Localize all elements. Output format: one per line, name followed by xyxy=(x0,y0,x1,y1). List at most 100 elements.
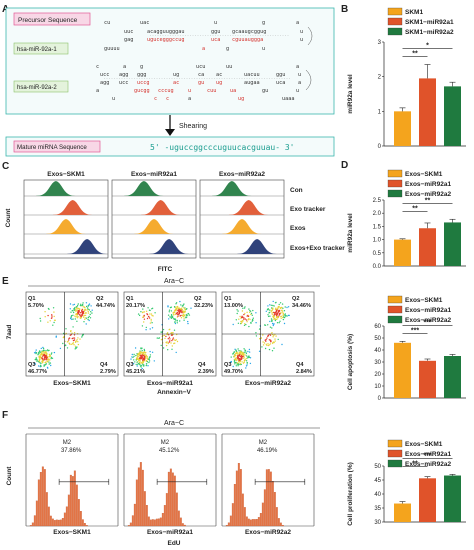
e-cell-dot xyxy=(288,314,290,317)
e-cell-dot xyxy=(81,336,83,338)
e-cell-dot xyxy=(170,342,172,344)
c-row-label: Con xyxy=(290,187,303,194)
f-histogram-bar xyxy=(239,469,242,527)
f-histogram-bar xyxy=(55,519,58,527)
e-cell-dot xyxy=(175,312,178,314)
f-histogram-bar xyxy=(227,522,230,527)
e-cell-dot xyxy=(55,336,57,338)
e-quadrant-value: 20.17% xyxy=(126,303,145,309)
c-histogram-peak xyxy=(228,200,269,215)
e-cell-dot xyxy=(77,303,80,305)
legend-swatch xyxy=(387,7,403,16)
e-cell-dot xyxy=(241,310,244,312)
e-quadrant-label: Q2 xyxy=(292,296,299,302)
e-cell-dot xyxy=(182,311,184,313)
f-histogram-bar xyxy=(147,516,150,527)
e-cell-dot xyxy=(270,318,273,320)
e-cell-dot xyxy=(267,344,270,347)
e-cell-dot xyxy=(78,312,80,314)
y-tick-label: 2.0 xyxy=(373,211,382,217)
h2-text: ucc xyxy=(119,80,128,86)
e-cell-dot xyxy=(81,335,84,337)
c-histogram-peak xyxy=(67,239,107,254)
e-cell-dot xyxy=(271,313,273,315)
f-histogram-bar xyxy=(153,519,156,527)
e-cell-dot xyxy=(282,311,284,313)
mature-title-box xyxy=(13,140,101,153)
e-cell-dot xyxy=(283,316,286,319)
f-histogram-bar xyxy=(169,468,172,527)
precursor-title-box xyxy=(13,12,91,26)
e-cell-dot xyxy=(258,350,261,352)
h1-text: u xyxy=(300,37,303,43)
e-cell-dot xyxy=(179,300,181,303)
e-cell-dot xyxy=(284,306,286,308)
e-cell-dot xyxy=(77,310,80,312)
e-cell-dot xyxy=(40,353,42,355)
e-cell-dot xyxy=(147,365,149,367)
e-cell-dot xyxy=(85,305,88,308)
e-cell-dot xyxy=(267,305,269,307)
e-cell-dot xyxy=(250,312,253,315)
e-cell-dot xyxy=(180,317,183,319)
e-cell-dot xyxy=(181,312,183,314)
h2-text: u xyxy=(298,72,301,78)
h1-text: uca xyxy=(211,37,220,43)
e-cell-dot xyxy=(151,308,153,310)
e-cell-dot xyxy=(150,318,152,321)
e-cell-dot xyxy=(147,316,150,318)
f-histogram-bar xyxy=(31,522,34,527)
e-cell-dot xyxy=(230,356,232,358)
e-cell-dot xyxy=(277,317,279,319)
e-cell-dot xyxy=(248,355,250,357)
h2-text: a xyxy=(188,96,191,102)
e-cell-dot xyxy=(41,353,43,356)
e-cell-dot xyxy=(74,348,76,350)
e-quadrant-label: Q2 xyxy=(96,296,103,302)
e-cell-dot xyxy=(35,359,37,361)
legend-label: Exos−SKM1 xyxy=(405,441,443,448)
e-cell-dot xyxy=(269,304,271,306)
e-cell-dot xyxy=(177,309,179,311)
e-cell-dot xyxy=(235,319,237,321)
f-histogram-bar xyxy=(181,523,184,527)
e-cell-dot xyxy=(279,302,282,304)
bar xyxy=(444,86,461,146)
e-cell-dot xyxy=(72,343,74,345)
e-cell-dot xyxy=(239,360,242,362)
e-cell-dot xyxy=(49,359,51,361)
f-histogram-bar xyxy=(271,481,274,527)
e-cell-dot xyxy=(244,323,246,325)
e-cell-dot xyxy=(245,367,247,369)
f-histogram-bar xyxy=(177,510,180,527)
legend-swatch xyxy=(387,315,403,324)
e-cell-dot xyxy=(143,365,145,367)
e-cell-dot xyxy=(266,344,268,346)
e-cell-dot xyxy=(272,341,275,343)
e-cell-dot xyxy=(258,328,261,330)
e-cell-dot xyxy=(234,358,236,360)
e-cell-dot xyxy=(272,336,274,338)
e-cell-dot xyxy=(266,308,269,310)
e-cell-dot xyxy=(271,319,273,321)
e-cell-dot xyxy=(243,360,246,362)
e-cell-dot xyxy=(171,348,173,350)
e-cell-dot xyxy=(46,352,48,355)
e-cell-dot xyxy=(76,307,78,309)
h2-text: u xyxy=(188,88,191,94)
h2-text: u xyxy=(112,96,115,102)
e-cell-dot xyxy=(70,311,72,313)
h2-text: u xyxy=(296,88,299,94)
e-cell-dot xyxy=(278,315,280,317)
h1-text: cguuauggga xyxy=(232,37,263,43)
precursor-title: Precursor Sequence xyxy=(18,17,78,24)
f-histogram-bar xyxy=(269,471,272,527)
f-histogram-bar xyxy=(73,470,76,527)
f-histogram-bar xyxy=(63,512,66,527)
e-cell-dot xyxy=(143,321,145,323)
f-gate-label: M2 xyxy=(259,440,268,446)
e-quadrant-label: Q3 xyxy=(28,362,35,368)
e-cell-dot xyxy=(67,340,69,343)
e-cell-dot xyxy=(77,341,79,343)
significance-stars: *** xyxy=(423,452,431,459)
